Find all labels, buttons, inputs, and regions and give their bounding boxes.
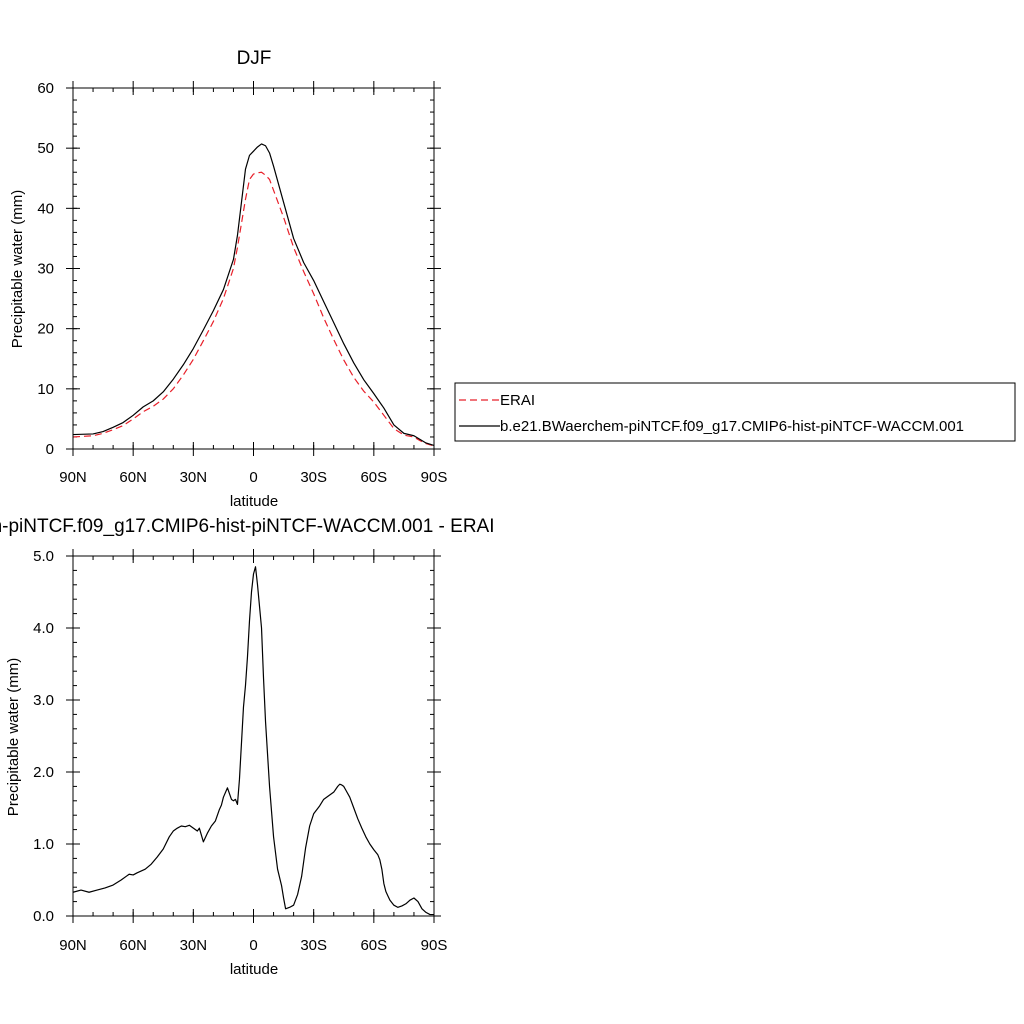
legend: ERAI b.e21.BWaerchem-piNTCF.f09_g17.CMIP… bbox=[454, 382, 1016, 442]
y-tick-label: 3.0 bbox=[33, 692, 54, 709]
y-tick-label: 2.0 bbox=[33, 764, 54, 781]
y-tick-label: 0 bbox=[46, 441, 54, 458]
plot-frame bbox=[72, 555, 435, 917]
chart-1: 90N 60N 30N 0 30S 60S 90S 0.0 1.0 2.0 3.0 4.0 5.0 bbox=[33, 548, 447, 954]
y-tick-label: 5.0 bbox=[33, 548, 54, 565]
bottom-chart-title: b.e21.BWaerchem-piNTCF.f09_g17.CMIP6-his… bbox=[0, 516, 495, 537]
x-tick-label: 60S bbox=[360, 937, 387, 954]
bottom-chart-xlabel: latitude bbox=[230, 961, 278, 978]
y-tick-label: 60 bbox=[37, 80, 54, 97]
plot-frame bbox=[72, 87, 435, 450]
legend-box bbox=[454, 382, 1016, 442]
x-tick-label: 30N bbox=[180, 469, 208, 486]
top-chart-xlabel: latitude bbox=[230, 493, 278, 510]
series-line-0-1 bbox=[72, 143, 435, 446]
x-tick-label: 90N bbox=[59, 469, 87, 486]
series-line-1-0 bbox=[72, 566, 434, 916]
x-tick-label: 90S bbox=[421, 937, 448, 954]
chart-0: 90N 60N 30N 0 30S 60S 90S 0 10 20 30 40 50 60 bbox=[37, 80, 447, 486]
y-tick-label: 50 bbox=[37, 140, 54, 157]
legend-label-erai: ERAI bbox=[500, 392, 535, 409]
top-chart-ylabel: Precipitable water (mm) bbox=[9, 190, 26, 348]
x-tick-label: 90N bbox=[59, 937, 87, 954]
y-tick-label: 0.0 bbox=[33, 908, 54, 925]
x-tick-label: 90S bbox=[421, 469, 448, 486]
x-tick-label: 0 bbox=[249, 937, 257, 954]
x-tick-label: 30N bbox=[180, 937, 208, 954]
y-tick-label: 4.0 bbox=[33, 620, 54, 637]
x-tick-label: 60S bbox=[360, 469, 387, 486]
y-tick-label: 20 bbox=[37, 321, 54, 338]
x-tick-label: 60N bbox=[119, 937, 147, 954]
x-tick-label: 60N bbox=[119, 469, 147, 486]
x-tick-label: 30S bbox=[300, 469, 327, 486]
x-tick-label: 0 bbox=[249, 469, 257, 486]
series-line-0-0 bbox=[72, 171, 435, 447]
x-tick-label: 30S bbox=[300, 937, 327, 954]
y-tick-label: 40 bbox=[37, 200, 54, 217]
legend-label-model: b.e21.BWaerchem-piNTCF.f09_g17.CMIP6-his… bbox=[500, 418, 964, 435]
y-tick-label: 30 bbox=[37, 261, 54, 278]
y-tick-label: 10 bbox=[37, 381, 54, 398]
top-chart-title: DJF bbox=[237, 48, 272, 69]
plots: 90N 60N 30N 0 30S 60S 90S 0 10 20 30 40 50 60 90N 60N 30… bbox=[33, 80, 447, 954]
y-tick-label: 1.0 bbox=[33, 836, 54, 853]
bottom-chart-ylabel: Precipitable water (mm) bbox=[5, 658, 22, 816]
